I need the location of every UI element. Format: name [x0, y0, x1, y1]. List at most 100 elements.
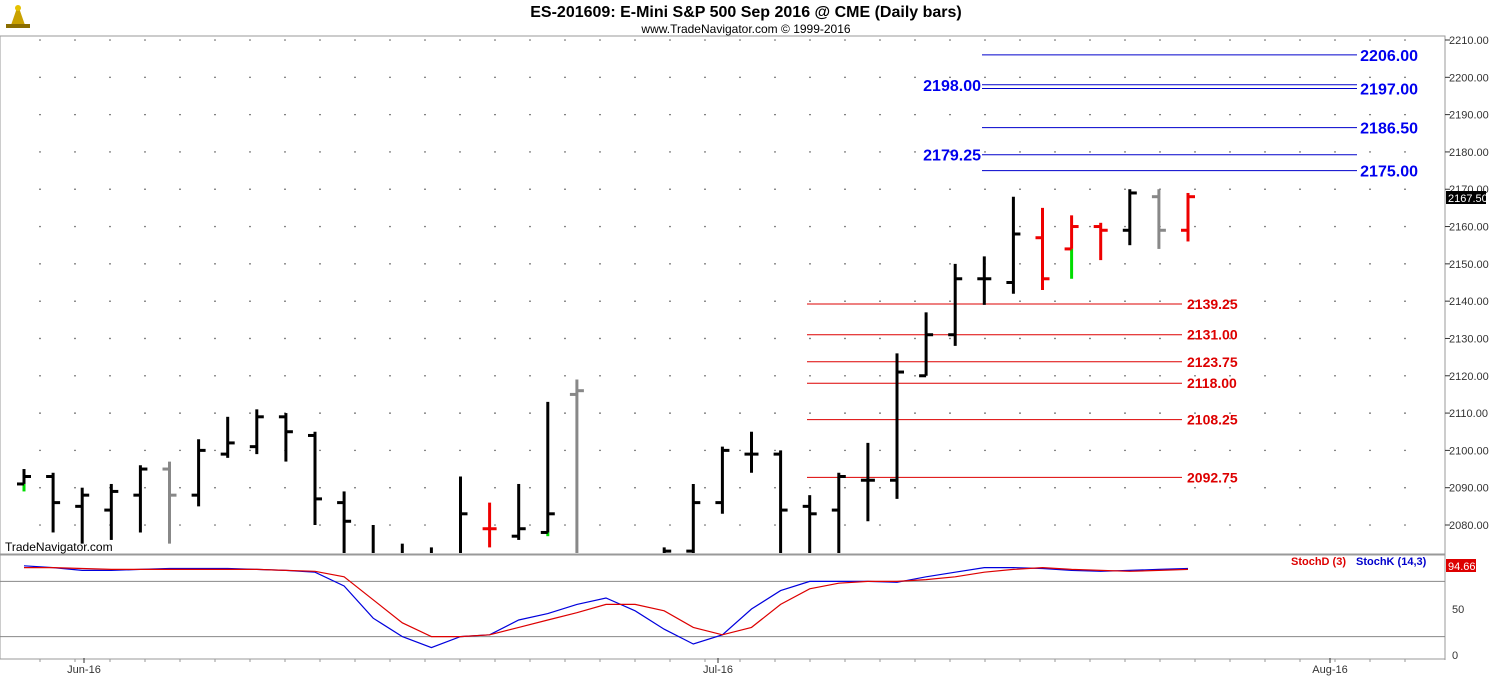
level-line: 2198.00 [923, 78, 1357, 95]
grid-dot [1194, 225, 1196, 228]
grid-dot [1299, 225, 1301, 228]
grid-dot [1089, 374, 1091, 377]
grid-dot [879, 39, 881, 41]
level-line: 2179.25 [923, 148, 1357, 165]
grid-dot [1089, 524, 1091, 526]
grid-dot [529, 76, 531, 79]
grid-dot [319, 486, 321, 489]
grid-dot [424, 300, 426, 302]
grid-dot [984, 524, 986, 526]
grid-dot [1194, 76, 1196, 79]
grid-dot [1334, 524, 1336, 526]
grid-dot [354, 300, 356, 302]
grid-dot [179, 300, 181, 302]
grid-dot [39, 263, 41, 265]
grid-dot [704, 113, 706, 116]
grid-dot [1159, 263, 1161, 265]
grid-dot [214, 486, 216, 489]
grid-dot [459, 263, 461, 265]
grid-dot [74, 449, 76, 452]
grid-dot [879, 300, 881, 302]
grid-dot [319, 39, 321, 41]
grid-dot [529, 337, 531, 340]
ohlc-bar [1151, 189, 1166, 249]
grid-dot [214, 449, 216, 452]
grid-dot [1264, 151, 1266, 153]
grid-dot [1019, 263, 1021, 265]
grid-dot [144, 412, 146, 414]
grid-dot [1019, 374, 1021, 377]
grid-dot [634, 76, 636, 79]
ohlc-bar [46, 472, 61, 533]
grid-dot [179, 39, 181, 41]
grid-dot [844, 300, 846, 302]
trade-navigator-logo-icon[interactable] [3, 2, 33, 32]
grid-dot [1369, 188, 1371, 191]
level-line: 2108.25 [807, 412, 1238, 428]
grid-dot [1264, 225, 1266, 228]
grid-dot [494, 39, 496, 41]
price-tick-label: 2090.00 [1449, 483, 1489, 495]
grid-dot [1194, 412, 1196, 414]
grid-dot [1369, 412, 1371, 414]
grid-dot [249, 188, 251, 191]
date-axis: Jun-16 Jul-16 Aug-16 [39, 658, 1406, 676]
price-tick-label: 2200.00 [1449, 72, 1489, 84]
ohlc-bar [1122, 189, 1137, 246]
grid-dot [179, 76, 181, 79]
price-tick-label: 2210.00 [1449, 35, 1489, 47]
grid-dot [774, 263, 776, 265]
grid-dot [564, 337, 566, 340]
level-label: 2139.25 [1187, 296, 1238, 312]
grid-dot [1369, 449, 1371, 452]
grid-dot [179, 263, 181, 265]
grid-dot [599, 113, 601, 116]
grid-dot [564, 113, 566, 116]
watermark-text: TradeNavigator.com [5, 540, 113, 554]
grid-dot [494, 486, 496, 489]
grid-dot [74, 39, 76, 41]
grid-dot [774, 449, 776, 452]
grid-dot [109, 39, 111, 41]
grid-dot [1264, 337, 1266, 340]
grid-dot [844, 39, 846, 41]
grid-dot [704, 225, 706, 228]
price-tick-label: 2080.00 [1449, 520, 1489, 532]
grid-dot [494, 524, 496, 526]
grid-dot [1124, 486, 1126, 489]
grid-dot [914, 449, 916, 452]
grid-dot [284, 113, 286, 116]
grid-dot [774, 113, 776, 116]
grid-dot [879, 188, 881, 191]
grid-dot [669, 412, 671, 414]
grid-dot [1229, 113, 1231, 116]
grid-dot [1404, 412, 1406, 414]
grid-dot [984, 486, 986, 489]
grid-dot [949, 151, 951, 153]
grid-dot [494, 300, 496, 302]
grid-dot [214, 412, 216, 414]
grid-dot [1299, 449, 1301, 452]
grid-dot [529, 113, 531, 116]
grid-dot [599, 263, 601, 265]
grid-dot [1229, 263, 1231, 265]
legend-stoch-k: StochK (14,3) [1356, 556, 1427, 568]
grid-dot [389, 486, 391, 489]
grid-dot [949, 486, 951, 489]
grid-dot [669, 151, 671, 153]
level-line: 2131.00 [807, 327, 1238, 343]
grid-dot [809, 374, 811, 377]
grid-dot [319, 151, 321, 153]
ohlc-bar [1181, 192, 1195, 242]
grid-dot [914, 337, 916, 340]
grid-dot [389, 412, 391, 414]
grid-dot [564, 151, 566, 153]
grid-dot [1369, 151, 1371, 153]
grid-dot [914, 486, 916, 489]
grid-dot [599, 300, 601, 302]
grid-dot [984, 39, 986, 41]
grid-dot [739, 486, 741, 489]
grid-dot [424, 374, 426, 377]
grid-dot [144, 39, 146, 41]
